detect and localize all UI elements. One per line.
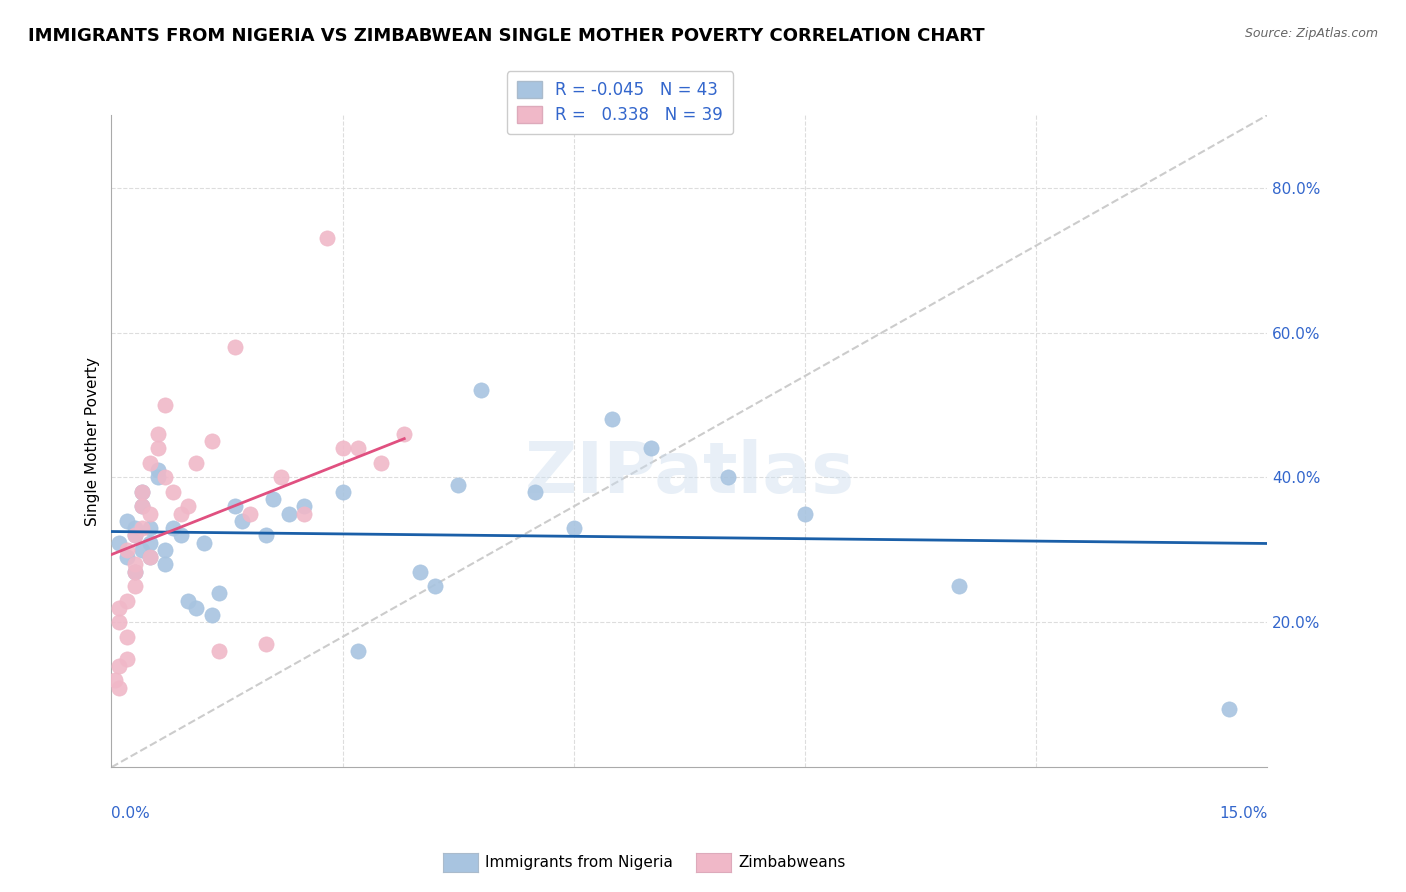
Point: [562, 521, 585, 535]
Point: [948, 579, 970, 593]
Point: [423, 579, 446, 593]
Point: [108, 615, 131, 630]
Point: [347, 644, 370, 658]
Point: [155, 398, 177, 412]
Point: [146, 442, 169, 456]
Point: [131, 484, 153, 499]
Point: [124, 521, 146, 535]
Text: Source: ZipAtlas.com: Source: ZipAtlas.com: [1244, 27, 1378, 40]
Point: [139, 550, 162, 565]
Point: [108, 681, 131, 695]
Point: [186, 600, 208, 615]
Point: [139, 507, 162, 521]
Point: [193, 535, 215, 549]
Point: [177, 500, 200, 514]
Point: [277, 507, 299, 521]
Point: [370, 456, 392, 470]
Point: [131, 521, 153, 535]
Point: [262, 492, 284, 507]
Point: [208, 644, 231, 658]
Point: [104, 673, 127, 688]
Point: [139, 456, 162, 470]
Point: [124, 558, 146, 572]
Point: [139, 521, 162, 535]
Point: [640, 442, 662, 456]
Point: [162, 521, 184, 535]
Point: [447, 477, 470, 491]
Point: [1218, 702, 1240, 716]
Point: [146, 470, 169, 484]
Point: [115, 550, 138, 565]
Point: [170, 528, 193, 542]
Point: [524, 484, 547, 499]
Point: [131, 500, 153, 514]
Point: [347, 442, 370, 456]
Point: [208, 586, 231, 600]
Point: [254, 637, 277, 651]
Point: [162, 484, 184, 499]
Point: [155, 558, 177, 572]
Point: [177, 593, 200, 607]
Point: [270, 470, 292, 484]
Y-axis label: Single Mother Poverty: Single Mother Poverty: [86, 357, 100, 525]
Point: [408, 565, 430, 579]
Legend: R = -0.045   N = 43, R =   0.338   N = 39: R = -0.045 N = 43, R = 0.338 N = 39: [508, 71, 733, 135]
Point: [470, 384, 492, 398]
Point: [115, 651, 138, 665]
Point: [124, 528, 146, 542]
Point: [139, 550, 162, 565]
Point: [316, 231, 339, 245]
Point: [146, 426, 169, 441]
Point: [124, 565, 146, 579]
Point: [332, 442, 354, 456]
Point: [115, 542, 138, 557]
Point: [108, 600, 131, 615]
Point: [332, 484, 354, 499]
Point: [717, 470, 740, 484]
Point: [394, 426, 416, 441]
Point: [131, 500, 153, 514]
Text: ZIPatlas: ZIPatlas: [524, 439, 855, 508]
Point: [292, 507, 315, 521]
Point: [108, 535, 131, 549]
Point: [224, 500, 246, 514]
Point: [115, 514, 138, 528]
Point: [124, 565, 146, 579]
Point: [231, 514, 253, 528]
Point: [108, 658, 131, 673]
Text: 0.0%: 0.0%: [111, 806, 150, 822]
Point: [155, 470, 177, 484]
Point: [139, 535, 162, 549]
Point: [292, 500, 315, 514]
Text: IMMIGRANTS FROM NIGERIA VS ZIMBABWEAN SINGLE MOTHER POVERTY CORRELATION CHART: IMMIGRANTS FROM NIGERIA VS ZIMBABWEAN SI…: [28, 27, 984, 45]
Point: [155, 542, 177, 557]
Point: [115, 630, 138, 644]
Text: Zimbabweans: Zimbabweans: [738, 855, 845, 870]
Text: 15.0%: 15.0%: [1219, 806, 1267, 822]
Point: [224, 340, 246, 354]
Point: [124, 528, 146, 542]
Point: [254, 528, 277, 542]
Point: [170, 507, 193, 521]
Point: [186, 456, 208, 470]
Point: [794, 507, 817, 521]
Point: [146, 463, 169, 477]
Point: [124, 579, 146, 593]
Text: Immigrants from Nigeria: Immigrants from Nigeria: [485, 855, 673, 870]
Point: [131, 484, 153, 499]
Point: [131, 542, 153, 557]
Point: [200, 434, 222, 449]
Point: [200, 608, 222, 623]
Point: [602, 412, 624, 426]
Point: [115, 593, 138, 607]
Point: [239, 507, 262, 521]
